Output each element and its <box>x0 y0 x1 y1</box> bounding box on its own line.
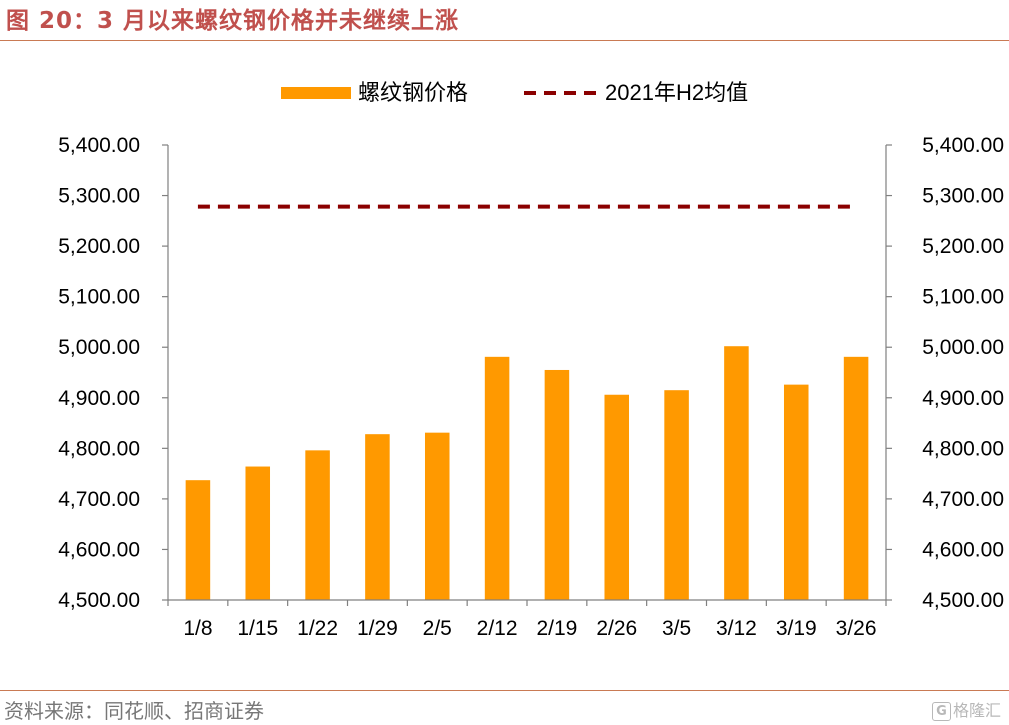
right-tick-label-3: 4,800.00 <box>922 437 1004 460</box>
bar-0 <box>185 480 211 600</box>
x-tick-label-10: 3/19 <box>776 617 817 640</box>
right-tick-label-7: 5,200.00 <box>922 235 1004 258</box>
x-tick-label-5: 2/12 <box>477 617 518 640</box>
left-tick-label-5: 5,000.00 <box>58 336 140 359</box>
left-tick-label-2: 4,700.00 <box>58 488 140 511</box>
x-tick-label-8: 3/5 <box>662 617 691 640</box>
x-tick-label-4: 2/5 <box>423 617 452 640</box>
left-tick-label-1: 4,600.00 <box>58 538 140 561</box>
legend-bar-label: 螺纹钢价格 <box>358 80 468 105</box>
left-tick-label-0: 4,500.00 <box>58 589 140 612</box>
right-tick-label-9: 5,400.00 <box>922 134 1004 157</box>
title-rule <box>0 40 1009 41</box>
bar-1 <box>245 466 271 600</box>
right-tick-label-2: 4,700.00 <box>922 488 1004 511</box>
left-tick-label-8: 5,300.00 <box>58 185 140 208</box>
bar-4 <box>424 432 450 600</box>
right-tick-label-1: 4,600.00 <box>922 538 1004 561</box>
left-tick-label-9: 5,400.00 <box>58 134 140 157</box>
legend-bar-swatch <box>281 87 351 99</box>
x-tick-label-9: 3/12 <box>716 617 757 640</box>
bar-9 <box>724 346 749 600</box>
bar-5 <box>484 356 510 600</box>
bar-8 <box>664 390 689 600</box>
x-tick-label-7: 2/26 <box>596 617 637 640</box>
source-rule <box>0 690 1009 691</box>
left-tick-label-6: 5,100.00 <box>58 286 140 309</box>
figure-title: 图 20：3 月以来螺纹钢价格并未继续上涨 <box>6 8 460 34</box>
source-note: 资料来源：同花顺、招商证券 <box>4 699 264 723</box>
bar-10 <box>783 384 809 600</box>
watermark-logo-icon: G <box>931 702 951 721</box>
chart-legend: 螺纹钢价格 2021年H2均值 <box>281 80 748 105</box>
legend-line-label: 2021年H2均值 <box>605 80 748 105</box>
x-tick-label-1: 1/15 <box>237 617 278 640</box>
x-tick-label-3: 1/29 <box>357 617 398 640</box>
x-tick-label-6: 2/19 <box>536 617 577 640</box>
watermark-text: 格隆汇 <box>952 701 1001 720</box>
x-tick-label-2: 1/22 <box>297 617 338 640</box>
right-tick-label-5: 5,000.00 <box>922 336 1004 359</box>
right-tick-label-0: 4,500.00 <box>922 589 1004 612</box>
right-tick-label-8: 5,300.00 <box>922 185 1004 208</box>
left-tick-label-7: 5,200.00 <box>58 235 140 258</box>
bars-group <box>185 346 869 600</box>
bar-line-chart: 螺纹钢价格 2021年H2均值 4,500.00 4,500.00 4,600.00… <box>58 80 1004 640</box>
bar-2 <box>305 450 330 600</box>
right-tick-label-6: 5,100.00 <box>922 286 1004 309</box>
right-tick-label-4: 4,900.00 <box>922 387 1004 410</box>
watermark: G 格隆汇 <box>931 697 1001 721</box>
bar-6 <box>544 369 570 600</box>
x-tick-label-0: 1/8 <box>183 617 212 640</box>
bar-3 <box>365 434 390 600</box>
bar-11 <box>843 356 869 600</box>
left-tick-label-3: 4,800.00 <box>58 437 140 460</box>
x-tick-label-11: 3/26 <box>836 617 877 640</box>
axes-group: 4,500.00 4,500.00 4,600.00 4,600.00 4,700.00… <box>58 134 1004 640</box>
bar-7 <box>604 394 630 600</box>
left-tick-label-4: 4,900.00 <box>58 387 140 410</box>
